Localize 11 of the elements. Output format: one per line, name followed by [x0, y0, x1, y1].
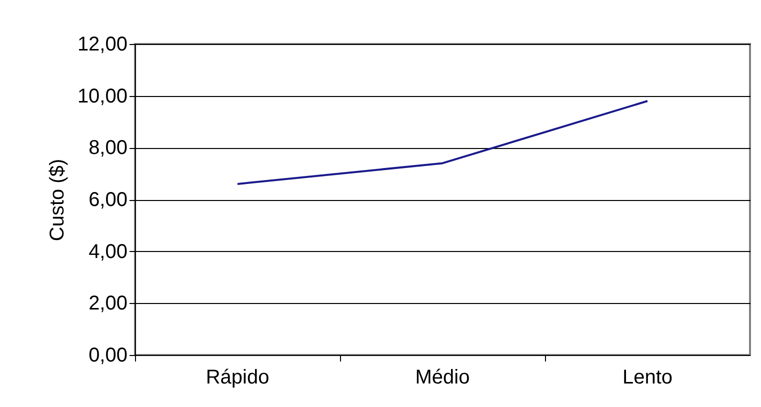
y-tick-label: 2,00	[88, 292, 128, 315]
x-tick-label: Rápido	[206, 366, 270, 388]
y-tick-label: 12,00	[77, 34, 128, 56]
y-tick-label: 6,00	[88, 189, 128, 211]
y-tick-label: 0,00	[88, 344, 128, 366]
x-tick-label: Lento	[622, 366, 673, 388]
y-tick-label: 8,00	[88, 137, 128, 160]
y-tick-label: 4,00	[88, 240, 128, 263]
x-tick-label: Médio	[415, 366, 470, 388]
y-tick-label: 10,00	[77, 85, 128, 108]
y-axis-title: Custo ($)	[46, 158, 68, 242]
